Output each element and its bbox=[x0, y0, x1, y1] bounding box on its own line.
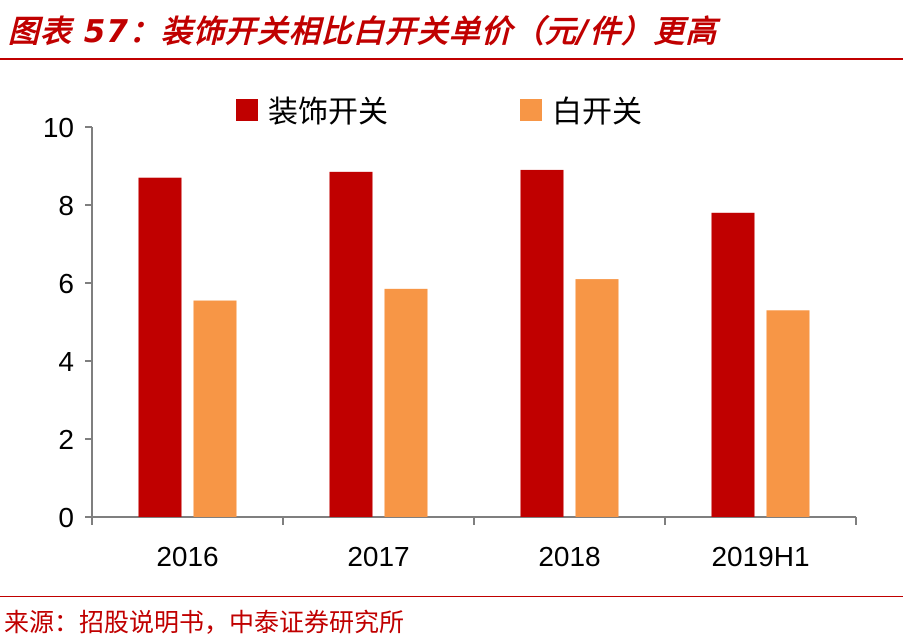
legend-label-series-1: 装饰开关 bbox=[268, 95, 388, 130]
y-tick-label: 2 bbox=[58, 424, 74, 455]
y-axis: 0 2 4 6 8 10 bbox=[43, 112, 93, 533]
x-axis: 2016 2017 2018 2019H1 bbox=[91, 516, 857, 572]
y-tick-label: 4 bbox=[58, 346, 74, 377]
title-divider bbox=[0, 58, 903, 60]
plot-bars bbox=[138, 169, 810, 518]
x-tick-label: 2019H1 bbox=[711, 541, 809, 572]
bar-series-2-2019H1 bbox=[766, 310, 810, 517]
bar-series-1-2017 bbox=[329, 171, 373, 517]
legend-label-series-2: 白开关 bbox=[552, 95, 642, 130]
source-note: 来源：招股说明书，中泰证券研究所 bbox=[4, 608, 405, 637]
x-tick-label: 2016 bbox=[156, 541, 218, 572]
bar-series-2-2016 bbox=[193, 300, 237, 517]
y-tick-label: 6 bbox=[58, 268, 74, 299]
bar-series-1-2019H1 bbox=[711, 212, 755, 518]
x-tick-label: 2018 bbox=[538, 541, 600, 572]
legend-swatch-series-2 bbox=[520, 99, 542, 121]
bar-series-2-2018 bbox=[575, 279, 619, 517]
bar-chart: 装饰开关 白开关 0 2 4 6 8 10 2016 2017 2018 2019H1 bbox=[43, 95, 857, 572]
legend-swatch-series-1 bbox=[236, 99, 258, 121]
y-tick-label: 8 bbox=[58, 190, 74, 221]
x-tick-label: 2017 bbox=[347, 541, 409, 572]
bar-series-1-2018 bbox=[520, 169, 564, 517]
y-tick-label: 10 bbox=[43, 112, 74, 143]
bar-series-2-2017 bbox=[384, 288, 428, 517]
legend: 装饰开关 白开关 bbox=[236, 95, 642, 130]
figure-title: 图表 57：装饰开关相比白开关单价（元/件）更高 bbox=[8, 14, 718, 50]
y-tick-label: 0 bbox=[58, 502, 74, 533]
source-divider bbox=[0, 596, 903, 597]
bar-series-1-2016 bbox=[138, 177, 182, 517]
